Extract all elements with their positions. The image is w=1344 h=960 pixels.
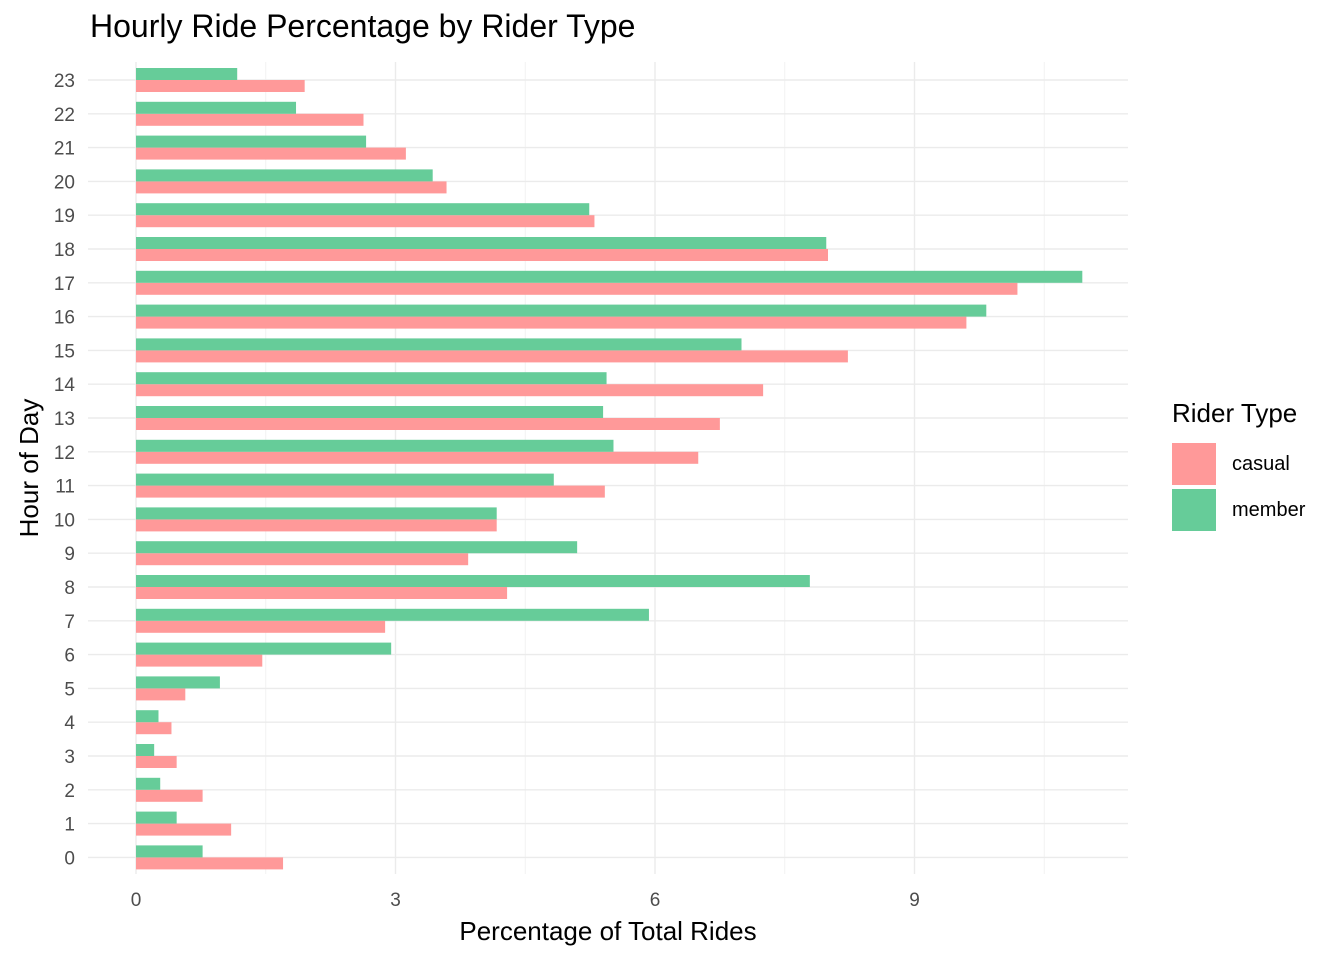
y-tick-label: 6 <box>64 646 75 667</box>
y-tick-label: 19 <box>54 206 75 227</box>
legend-key-member <box>1172 489 1216 531</box>
bar-member-hour-13 <box>136 406 604 418</box>
y-tick-label: 11 <box>55 477 75 498</box>
legend-title: Rider Type <box>1172 398 1298 428</box>
y-tick-label: 20 <box>54 172 75 193</box>
bar-member-hour-14 <box>136 372 607 385</box>
y-tick-label: 5 <box>64 679 75 700</box>
y-tick-label: 3 <box>64 747 75 768</box>
legend: Rider Type casual member <box>1172 398 1305 533</box>
chart-title: Hourly Ride Percentage by Rider Type <box>90 8 636 44</box>
y-tick-label: 21 <box>54 139 75 160</box>
x-tick-label: 6 <box>650 890 661 911</box>
bar-member-hour-5 <box>136 676 220 689</box>
x-tick-label: 3 <box>390 890 401 911</box>
bar-member-hour-17 <box>136 270 1083 283</box>
bar-casual-hour-15 <box>136 350 848 363</box>
x-tick-label: 9 <box>909 890 920 911</box>
bar-casual-hour-12 <box>136 451 699 464</box>
bar-casual-hour-5 <box>136 688 186 701</box>
bar-member-hour-10 <box>136 507 497 520</box>
bar-casual-hour-10 <box>136 519 497 532</box>
bar-member-hour-20 <box>136 169 433 182</box>
bar-casual-hour-22 <box>136 113 364 126</box>
bar-casual-hour-7 <box>136 620 386 633</box>
bar-casual-hour-3 <box>136 756 177 768</box>
legend-item-member: member <box>1172 487 1305 533</box>
bar-casual-hour-18 <box>136 249 828 261</box>
bar-casual-hour-0 <box>136 857 284 870</box>
bar-member-hour-1 <box>136 811 177 824</box>
y-tick-label: 13 <box>54 409 75 430</box>
bar-member-hour-21 <box>136 135 367 148</box>
y-tick-label: 16 <box>54 308 75 329</box>
bar-casual-hour-6 <box>136 654 263 667</box>
legend-item-casual: casual <box>1172 441 1305 487</box>
bar-casual-hour-16 <box>136 316 967 329</box>
bar-casual-hour-1 <box>136 823 232 836</box>
bar-member-hour-11 <box>136 473 554 486</box>
bar-member-hour-12 <box>136 439 614 452</box>
bar-member-hour-9 <box>136 541 578 554</box>
y-tick-label: 1 <box>64 815 75 836</box>
bar-casual-hour-20 <box>136 181 447 194</box>
y-tick-label: 4 <box>64 713 75 734</box>
bar-member-hour-2 <box>136 777 161 790</box>
y-tick-label: 14 <box>54 375 76 396</box>
bar-member-hour-15 <box>136 338 742 351</box>
bar-member-hour-7 <box>136 608 649 621</box>
legend-label-member: member <box>1232 498 1306 521</box>
bar-member-hour-0 <box>136 845 203 858</box>
y-tick-label: 18 <box>54 240 75 261</box>
bar-member-hour-6 <box>136 642 392 655</box>
legend-key-casual <box>1172 443 1216 485</box>
bar-casual-hour-13 <box>136 418 720 430</box>
y-tick-label: 7 <box>64 612 75 633</box>
bar-casual-hour-23 <box>136 80 305 92</box>
y-tick-label: 12 <box>54 443 75 464</box>
y-tick-label: 17 <box>54 274 75 295</box>
bar-member-hour-16 <box>136 304 987 317</box>
bar-member-hour-8 <box>136 575 810 587</box>
bar-member-hour-3 <box>136 744 155 756</box>
bar-casual-hour-14 <box>136 384 764 397</box>
y-tick-label: 9 <box>64 544 75 565</box>
bar-casual-hour-2 <box>136 789 203 802</box>
bar-member-hour-18 <box>136 237 827 249</box>
y-tick-label: 0 <box>64 848 75 869</box>
legend-label-casual: casual <box>1232 452 1290 475</box>
x-axis-title: Percentage of Total Rides <box>459 916 756 946</box>
bar-casual-hour-17 <box>136 282 1018 295</box>
bar-member-hour-4 <box>136 710 159 723</box>
bar-member-hour-23 <box>136 68 238 80</box>
y-tick-label: 2 <box>64 781 75 802</box>
y-tick-label: 10 <box>54 510 75 531</box>
bar-casual-hour-21 <box>136 147 406 160</box>
bar-casual-hour-19 <box>136 215 595 228</box>
bar-casual-hour-11 <box>136 485 605 498</box>
x-tick-label: 0 <box>131 890 142 911</box>
y-tick-label: 8 <box>64 578 75 599</box>
y-tick-label: 23 <box>54 71 75 92</box>
y-tick-label: 15 <box>54 341 75 362</box>
bar-casual-hour-8 <box>136 587 508 599</box>
bar-casual-hour-4 <box>136 722 172 735</box>
bar-casual-hour-9 <box>136 553 469 566</box>
bar-member-hour-22 <box>136 101 297 114</box>
y-tick-label: 22 <box>54 105 75 126</box>
y-axis-title: Hour of Day <box>14 399 44 538</box>
bar-member-hour-19 <box>136 203 590 216</box>
